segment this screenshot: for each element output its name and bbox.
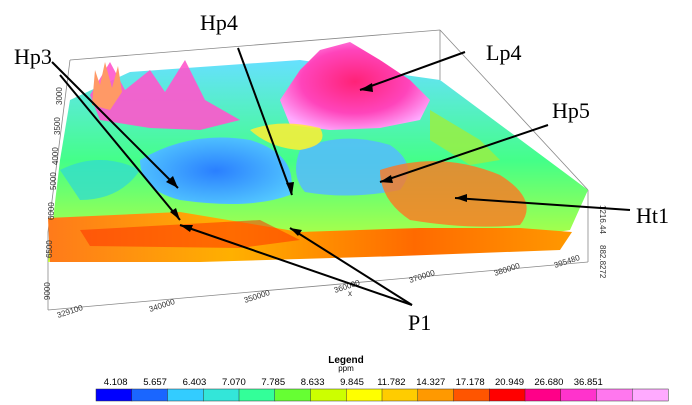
legend-value: 7.785 — [261, 377, 285, 388]
plot-box — [47, 29, 589, 311]
label-hp5: Hp5 — [552, 98, 590, 123]
legend-value: 20.949 — [495, 377, 524, 388]
legend-swatch — [95, 388, 133, 402]
legend-swatch — [453, 388, 490, 402]
x-tick: 370000 — [408, 268, 437, 285]
x-axis-label: x — [348, 289, 352, 298]
legend-swatch — [489, 388, 526, 402]
legend-value: 6.403 — [183, 377, 207, 388]
label-ht1: Ht1 — [636, 203, 669, 228]
y-axis: 1216.44 882.8272 — [598, 205, 607, 279]
legend-swatch — [381, 388, 419, 402]
x-tick: 380000 — [493, 261, 522, 278]
legend-swatch — [560, 388, 598, 402]
legend-swatch — [203, 388, 240, 402]
legend-swatch — [238, 388, 276, 402]
side-tick: 6000 — [47, 202, 56, 220]
legend-value: 4.108 — [104, 377, 128, 388]
legend-value: 11.782 — [377, 377, 405, 388]
x-tick: 329100 — [56, 303, 85, 320]
legend-value: 36.851 — [574, 377, 603, 388]
side-tick: 5000 — [49, 172, 58, 190]
legend-value: 26.680 — [534, 377, 563, 388]
label-lp4: Lp4 — [486, 40, 521, 65]
legend-swatch — [596, 388, 633, 402]
legend-swatch — [417, 388, 455, 402]
legend-value: 9.845 — [340, 377, 364, 388]
legend-value: 5.657 — [143, 377, 167, 388]
side-tick: 6500 — [45, 240, 54, 258]
terrain-surface — [48, 42, 588, 262]
legend-swatch — [632, 388, 669, 402]
side-axis: 3000 3500 4000 5000 6000 6500 9000 — [43, 87, 64, 300]
legend-swatch — [274, 388, 312, 402]
legend: Legend ppm 4.108 5.657 6.403 7.070 7.785 8.63… — [95, 355, 669, 402]
legend-value: 8.633 — [301, 377, 325, 388]
legend-values: 4.108 5.657 6.403 7.070 7.785 8.633 9.845 11.78… — [104, 377, 603, 388]
legend-unit: ppm — [338, 364, 354, 373]
side-tick: 3000 — [55, 87, 64, 105]
legend-value: 7.070 — [222, 377, 246, 388]
label-p1: P1 — [408, 310, 431, 335]
legend-value: 14.327 — [416, 377, 445, 388]
legend-swatch — [346, 388, 383, 402]
arrow-heads — [166, 83, 467, 236]
legend-swatches — [95, 388, 669, 402]
legend-swatch — [131, 388, 169, 402]
legend-swatch — [310, 388, 347, 402]
side-tick: 9000 — [43, 282, 52, 300]
label-hp3: Hp3 — [14, 44, 52, 69]
label-hp4: Hp4 — [200, 10, 238, 35]
x-axis: 329100 340000 350000 360000 370000 38000… — [56, 253, 582, 320]
legend-title: Legend — [328, 355, 364, 366]
annotation-arrows — [51, 47, 631, 306]
y-tick: 1216.44 — [598, 205, 607, 234]
side-tick: 4000 — [51, 147, 60, 165]
legend-value: 17.178 — [456, 377, 485, 388]
x-tick: 395480 — [553, 253, 582, 270]
y-tick: 882.8272 — [598, 245, 607, 279]
x-tick: 350000 — [243, 288, 272, 305]
legend-swatch — [524, 388, 562, 402]
legend-swatch — [167, 388, 204, 402]
side-tick: 3500 — [53, 117, 62, 135]
